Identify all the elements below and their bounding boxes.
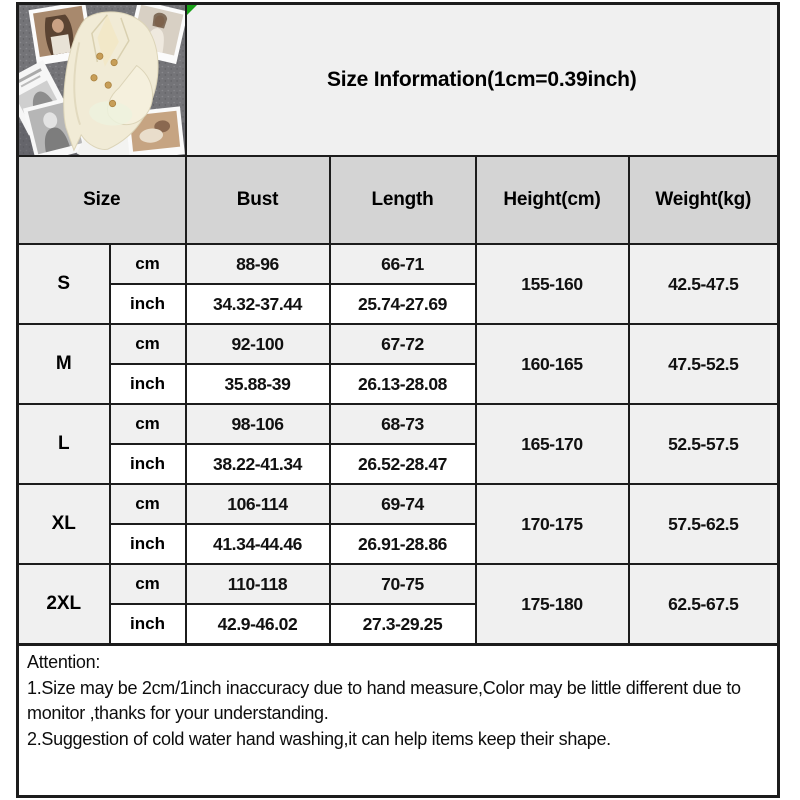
length-inch: 26.91-28.86	[328, 523, 477, 565]
length-cm: 66-71	[328, 243, 477, 285]
unit-label-cm: cm	[108, 403, 187, 445]
length-cm: 68-73	[328, 403, 477, 445]
page-title: Size Information(1cm=0.39inch)	[326, 68, 637, 91]
weight-range: 42.5-47.5	[627, 243, 780, 325]
height-range: 170-175	[474, 483, 630, 565]
col-header-size: Size	[16, 155, 187, 245]
unit-label-inch: inch	[108, 603, 187, 646]
size-label: 2XL	[16, 563, 111, 646]
unit-label-cm: cm	[108, 323, 187, 365]
weight-range: 52.5-57.5	[627, 403, 780, 485]
attention-notes: Attention: 1.Size may be 2cm/1inch inacc…	[16, 646, 780, 798]
blazer	[63, 11, 159, 152]
size-chart-sheet: C	[16, 2, 781, 798]
weight-range: 62.5-67.5	[627, 563, 780, 646]
size-label: L	[16, 403, 111, 485]
col-header-length: Length	[328, 155, 477, 245]
unit-label-inch: inch	[108, 523, 187, 565]
row-l-inch: inch 38.22-41.34 26.52-28.47	[18, 443, 779, 485]
row-l-cm: L cm 98-106 68-73 165-170 52.5-57.5	[16, 403, 780, 485]
bust-cm: 88-96	[184, 243, 331, 285]
unit-label-inch: inch	[108, 283, 187, 325]
polaroid-top-left	[28, 5, 94, 66]
length-cm: 67-72	[328, 323, 477, 365]
title-cell: Size Information(1cm=0.39inch)	[184, 2, 780, 157]
unit-label-cm: cm	[108, 483, 187, 525]
row-xl-inch: inch 41.34-44.46 26.91-28.86	[18, 523, 779, 565]
row-2xl-inch: inch 42.9-46.02 27.3-29.25	[18, 603, 779, 646]
length-cm: 70-75	[328, 563, 477, 605]
height-range: 175-180	[474, 563, 630, 646]
row-2xl-cm: 2XL cm 110-118 70-75 175-180 62.5-67.5	[16, 563, 780, 646]
height-range: 160-165	[474, 323, 630, 405]
height-range: 165-170	[474, 403, 630, 485]
length-inch: 25.74-27.69	[328, 283, 477, 325]
attention-note-2: 2.Suggestion of cold water hand washing,…	[27, 728, 611, 749]
size-label: S	[16, 243, 111, 325]
bust-cm: 98-106	[184, 403, 331, 445]
attention-note-1: 1.Size may be 2cm/1inch inaccuracy due t…	[27, 677, 741, 724]
top-row: C	[16, 2, 780, 157]
row-m-inch: inch 35.88-39 26.13-28.08	[18, 363, 779, 405]
bust-cm: 110-118	[184, 563, 331, 605]
bust-inch: 35.88-39	[184, 363, 331, 405]
col-header-weight: Weight(kg)	[627, 155, 780, 245]
size-label: M	[16, 323, 111, 405]
unit-label-cm: cm	[108, 563, 187, 605]
product-photo-illustration: C	[19, 5, 184, 155]
weight-range: 57.5-62.5	[627, 483, 780, 565]
row-s-inch: inch 34.32-37.44 25.74-27.69	[18, 283, 779, 325]
attention-heading: Attention:	[27, 652, 101, 672]
length-cm: 69-74	[328, 483, 477, 525]
height-range: 155-160	[474, 243, 630, 325]
col-header-bust: Bust	[184, 155, 331, 245]
row-s-cm: S cm 88-96 66-71 155-160 42.5-47.5	[16, 243, 780, 325]
unit-label-cm: cm	[108, 243, 187, 285]
unit-label-inch: inch	[108, 363, 187, 405]
table-header-row: Size Bust Length Height(cm) Weight(kg)	[16, 155, 780, 245]
product-photo: C	[16, 2, 187, 157]
bust-inch: 34.32-37.44	[184, 283, 331, 325]
row-xl-cm: XL cm 106-114 69-74 170-175 57.5-62.5	[16, 483, 780, 565]
length-inch: 26.52-28.47	[328, 443, 477, 485]
bust-inch: 42.9-46.02	[184, 603, 331, 646]
weight-range: 47.5-52.5	[627, 323, 780, 405]
length-inch: 26.13-28.08	[328, 363, 477, 405]
bust-inch: 38.22-41.34	[184, 443, 331, 485]
length-inch: 27.3-29.25	[328, 603, 477, 646]
bust-cm: 92-100	[184, 323, 331, 365]
col-header-height: Height(cm)	[474, 155, 630, 245]
bust-cm: 106-114	[184, 483, 331, 525]
unit-label-inch: inch	[108, 443, 187, 485]
row-m-cm: M cm 92-100 67-72 160-165 47.5-52.5	[16, 323, 780, 405]
bust-inch: 41.34-44.46	[184, 523, 331, 565]
cell-comment-marker-icon	[187, 5, 197, 15]
size-table: C	[16, 2, 781, 646]
size-label: XL	[16, 483, 111, 565]
